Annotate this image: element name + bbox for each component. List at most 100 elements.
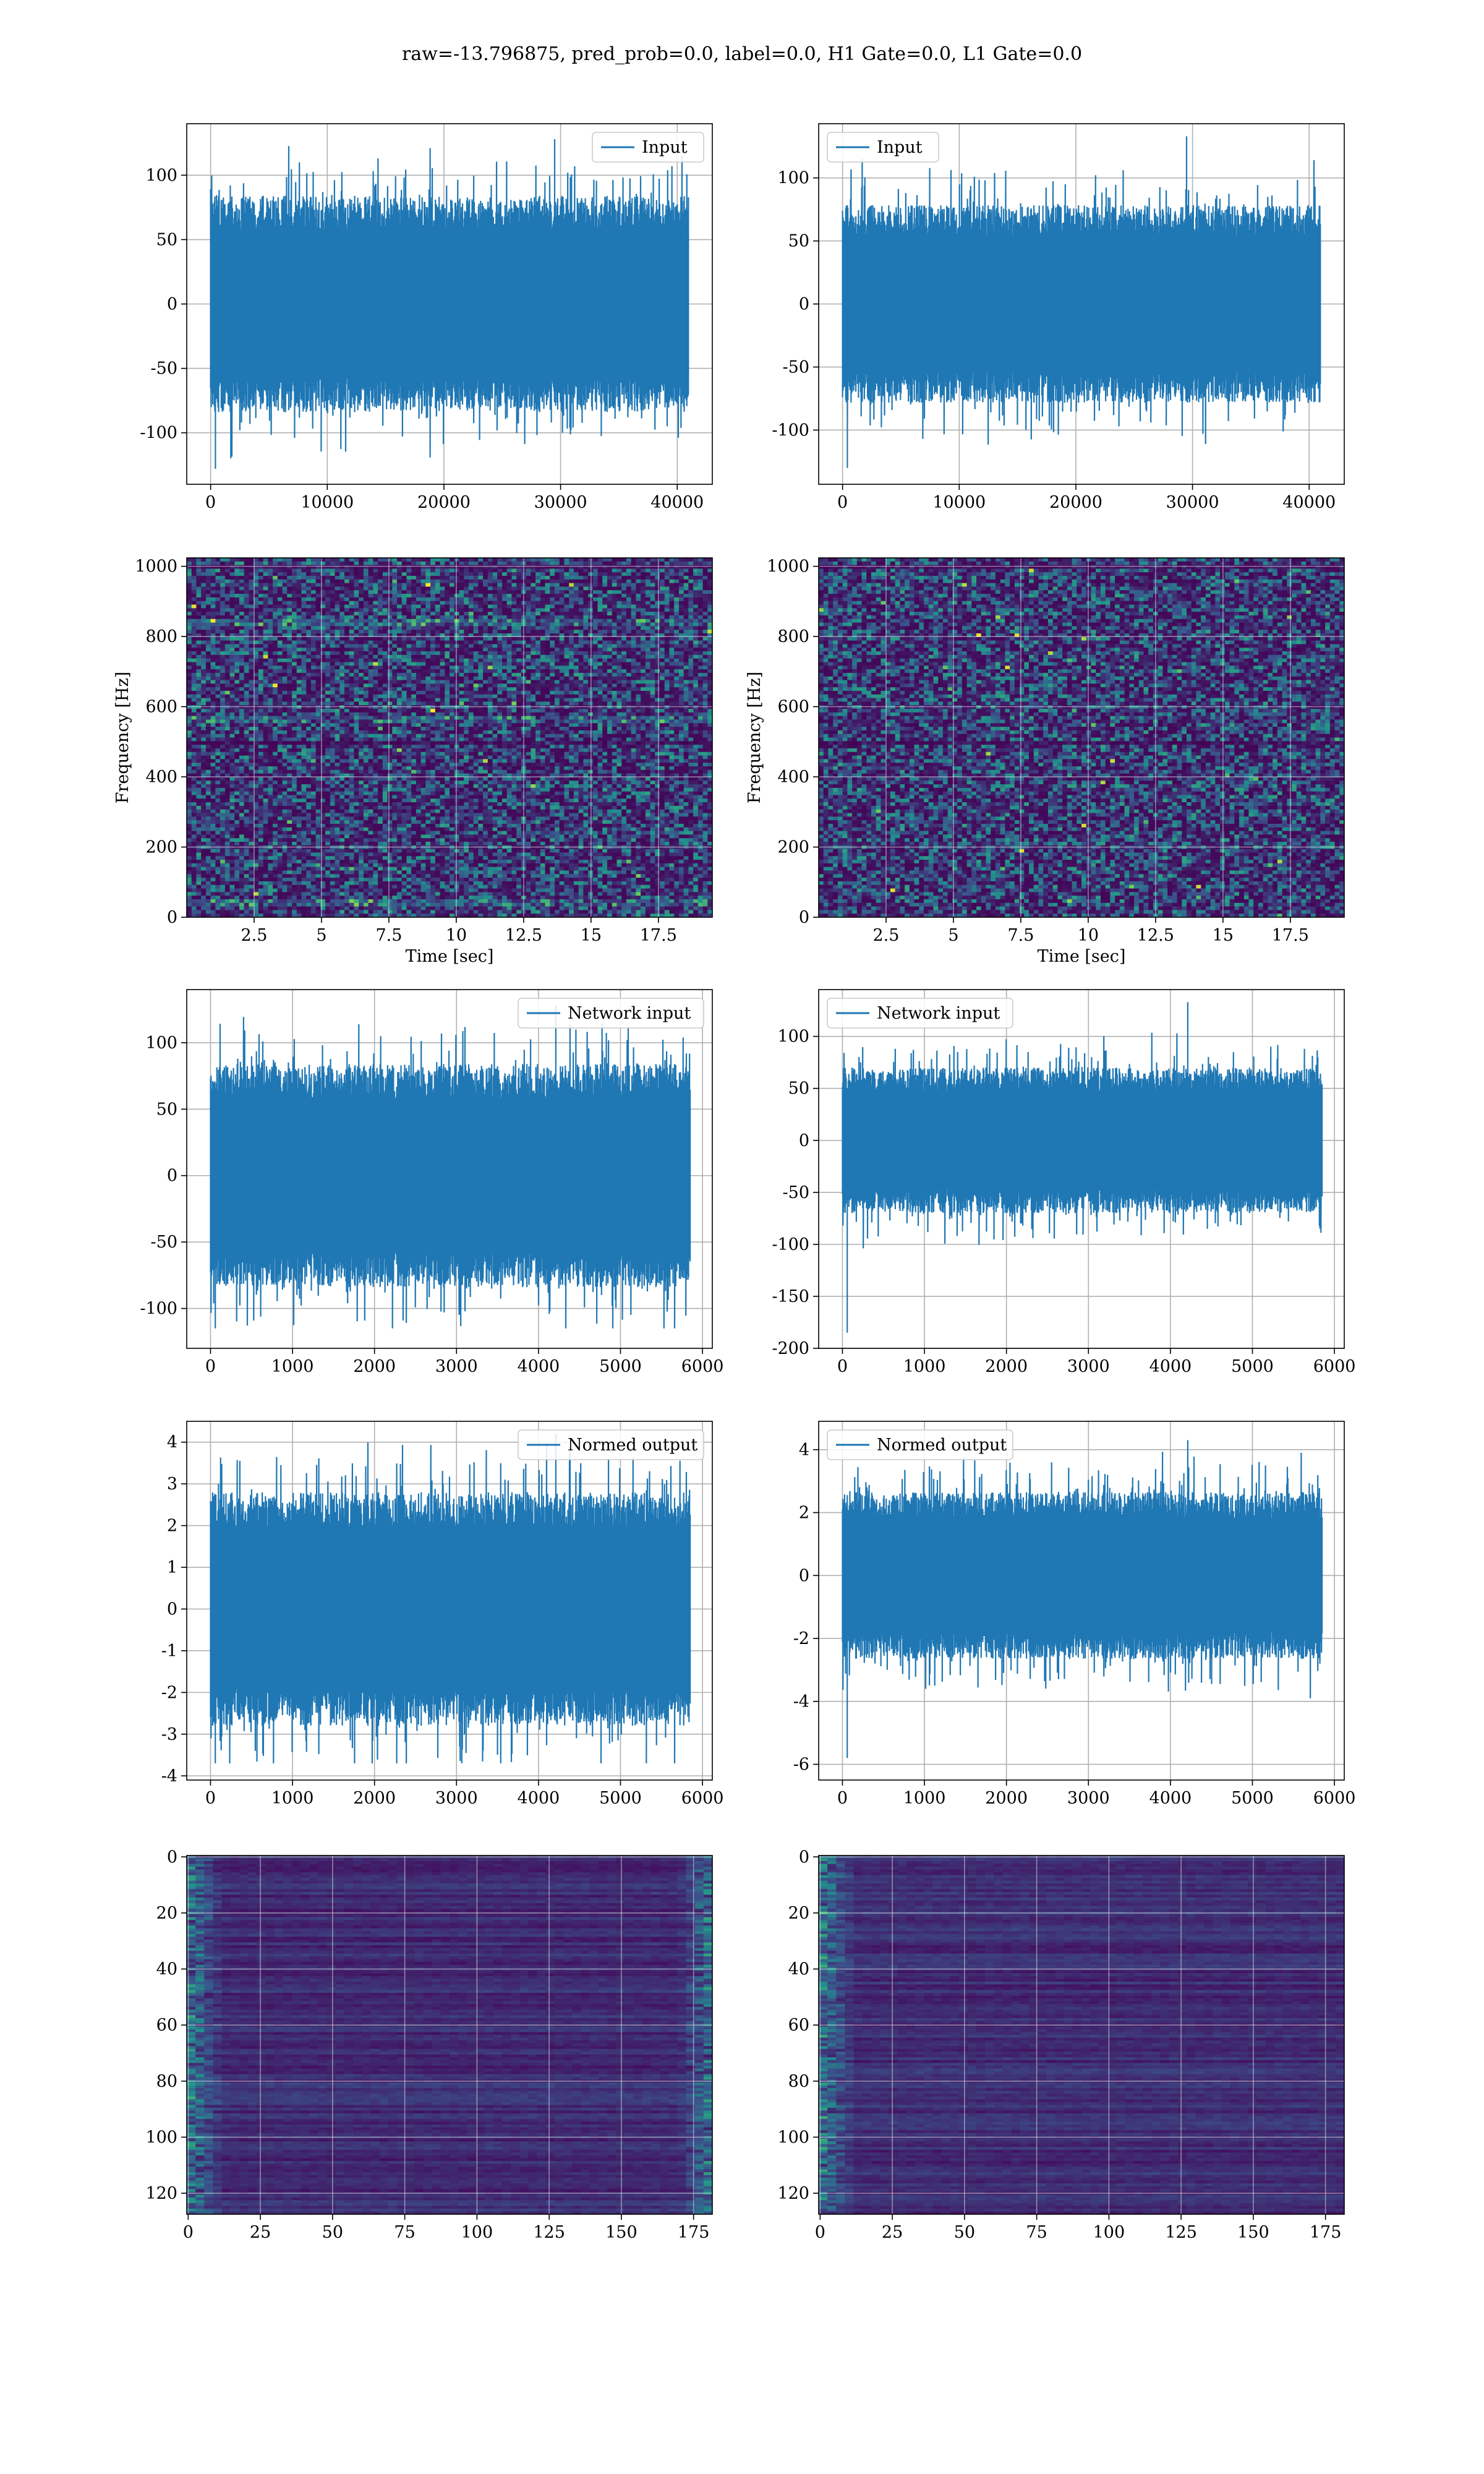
legend-box: [827, 1429, 1013, 1460]
y-tick-label: 0: [799, 908, 809, 927]
x-tick-label: 5000: [1231, 1357, 1274, 1376]
y-tick-label: 200: [777, 838, 809, 857]
y-tick-label: -4: [793, 1692, 809, 1711]
y-tick-label: -2: [161, 1683, 177, 1702]
x-tick-label: 125: [533, 2223, 565, 2242]
x-tick-label: 10000: [932, 493, 986, 512]
heatmap: [819, 1856, 1344, 2214]
series-line-normed-output: [210, 1434, 691, 1764]
y-tick-label: 120: [777, 2184, 809, 2203]
x-tick-label: 125: [1165, 2223, 1197, 2242]
legend-box: [518, 998, 704, 1029]
x-tick-label: 10: [1078, 926, 1099, 945]
x-tick-label: 25: [250, 2223, 271, 2242]
legend-label: Input: [642, 138, 688, 157]
heatmap: [187, 558, 712, 917]
legend-label: Network input: [568, 1004, 691, 1023]
series-core-band: [210, 1538, 691, 1680]
axes-frame: [818, 1855, 1345, 2215]
legend-label: Normed output: [877, 1436, 1007, 1455]
y-tick-label: 0: [799, 1131, 809, 1150]
legend: Network input: [518, 998, 704, 1029]
legend-label: Input: [877, 138, 923, 157]
y-tick-label: -2: [793, 1629, 809, 1648]
x-axis-label: Time [sec]: [1038, 947, 1126, 966]
series-line-network-input: [210, 1005, 691, 1329]
y-tick-label: 80: [156, 2072, 177, 2091]
y-tick-label: 800: [145, 627, 177, 646]
x-tick-label: 0: [837, 493, 848, 512]
y-tick-label: 1: [167, 1558, 177, 1577]
series-line-input: [842, 136, 1321, 468]
series-core-band: [210, 1108, 691, 1244]
x-axis-label: Time [sec]: [406, 947, 494, 966]
y-tick-label: 0: [167, 1599, 177, 1619]
x-tick-label: 6000: [681, 1789, 724, 1808]
y-tick-label: -50: [783, 357, 809, 377]
y-tick-label: 0: [167, 1166, 177, 1186]
y-tick-label: -100: [772, 421, 809, 440]
y-tick-label: 3: [167, 1475, 177, 1494]
x-tick-label: 0: [205, 1789, 216, 1808]
x-tick-label: 40000: [1282, 493, 1336, 512]
x-tick-label: 40000: [650, 493, 704, 512]
x-tick-label: 1000: [903, 1357, 946, 1376]
x-tick-label: 150: [605, 2223, 638, 2242]
x-tick-label: 12.5: [505, 926, 542, 945]
axes-frame: [818, 557, 1345, 918]
axes-frame: [818, 1421, 1345, 1781]
axes-frame: [186, 557, 713, 918]
x-tick-label: 3000: [435, 1789, 478, 1808]
series-core-band: [210, 238, 689, 370]
y-tick-label: 0: [167, 295, 177, 314]
x-tick-label: 100: [1093, 2223, 1125, 2242]
x-tick-label: 30000: [1166, 493, 1219, 512]
y-tick-label: -150: [772, 1287, 809, 1306]
y-tick-label: 60: [156, 2016, 177, 2035]
x-tick-label: 4000: [1149, 1789, 1192, 1808]
x-tick-label: 3000: [435, 1357, 478, 1376]
y-axis: 0 20 40 60 80 100 120: [777, 1847, 819, 2203]
x-tick-label: 5000: [599, 1789, 642, 1808]
x-tick-label: 30000: [534, 493, 587, 512]
y-tick-label: 50: [156, 1100, 177, 1119]
x-tick-label: 75: [1026, 2223, 1047, 2242]
y-tick-label: 100: [145, 1034, 177, 1053]
y-tick-label: 200: [145, 838, 177, 857]
y-tick-label: -4: [161, 1766, 177, 1786]
y-tick-label: 50: [788, 232, 809, 251]
y-tick-label: 20: [788, 1904, 809, 1923]
x-tick-label: 2000: [985, 1789, 1028, 1808]
chart-input-l1: 0 10000 20000 30000 40000 -100 -50 0 50 100 Input: [772, 123, 1345, 512]
y-axis-label: Frequency [Hz]: [745, 672, 764, 803]
y-tick-label: -100: [772, 1235, 809, 1254]
x-tick-label: 0: [205, 1357, 216, 1376]
y-tick-label: 0: [799, 1847, 809, 1867]
y-tick-label: -6: [793, 1755, 809, 1774]
legend-label: Network input: [877, 1004, 1000, 1023]
y-axis: 0 20 40 60 80 100 120: [145, 1847, 187, 2203]
chart-spectrogram-l1: 2.5 5 7.5 10 12.5 15 17.5 0 200 400 600 800 1000 Time…: [745, 557, 1345, 966]
legend: Network input: [827, 998, 1013, 1029]
y-tick-label: 50: [788, 1079, 809, 1098]
chart-spectrogram-h1: 2.5 5 7.5 10 12.5 15 17.5 0 200 400 600 800 1000 Time…: [113, 557, 713, 966]
x-axis: 0 1000 2000 3000 4000 5000 6000: [205, 1780, 724, 1808]
y-axis: -100 -50 0 50 100: [140, 1034, 187, 1319]
x-tick-label: 7.5: [1007, 926, 1034, 945]
y-tick-label: -200: [772, 1339, 809, 1358]
x-axis: 2.5 5 7.5 10 12.5 15 17.5: [241, 917, 677, 945]
x-axis: 0 1000 2000 3000 4000 5000 6000: [837, 1780, 1355, 1808]
y-tick-label: 600: [145, 698, 177, 717]
legend: Normed output: [827, 1429, 1013, 1460]
x-tick-label: 25: [882, 2223, 903, 2242]
legend: Normed output: [518, 1429, 704, 1460]
x-tick-label: 5000: [599, 1357, 642, 1376]
x-axis: 0 10000 20000 30000 40000: [205, 484, 704, 512]
x-tick-label: 5000: [1231, 1789, 1274, 1808]
legend: Input: [592, 132, 704, 163]
x-tick-label: 5: [948, 926, 958, 945]
y-tick-label: 80: [788, 2072, 809, 2091]
x-tick-label: 2.5: [241, 926, 267, 945]
y-tick-label: -1: [161, 1641, 177, 1661]
series-core-band: [842, 244, 1321, 364]
